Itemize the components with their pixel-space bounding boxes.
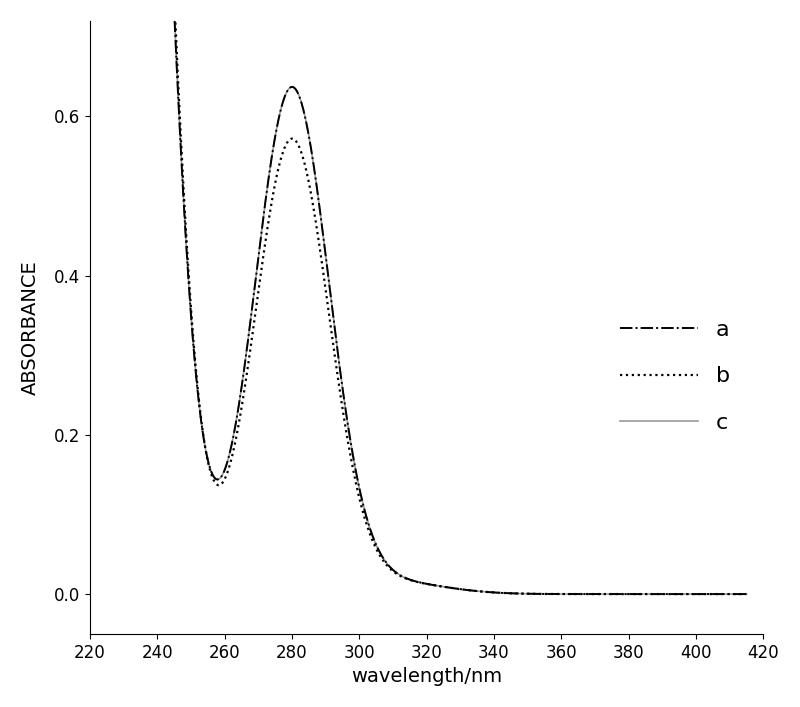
X-axis label: wavelength/nm: wavelength/nm	[351, 667, 502, 686]
Y-axis label: ABSORBANCE: ABSORBANCE	[21, 260, 40, 395]
Legend: a, b, c: a, b, c	[611, 311, 738, 442]
